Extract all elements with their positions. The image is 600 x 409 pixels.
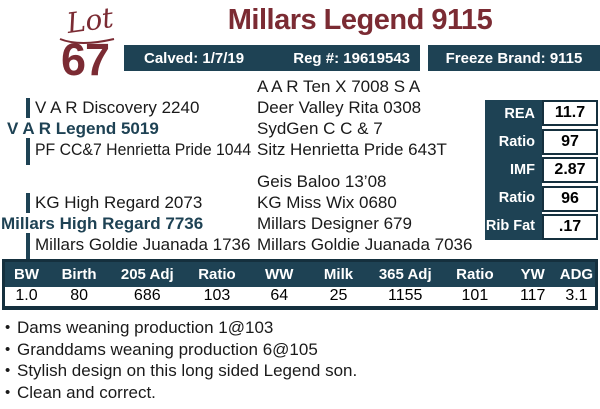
pedigree-bracket — [26, 138, 30, 165]
perf-column-header: 205 Adj — [110, 260, 185, 287]
stat-label: IMF — [510, 162, 535, 178]
perf-column-header: YW — [507, 260, 558, 287]
dam-of-sire: PF CC&7 Henrietta Pride 1044 — [35, 140, 252, 159]
stat-value: 97 — [542, 128, 598, 155]
performance-table: BW Birth 205 Adj Ratio WW Milk 365 Adj R… — [2, 259, 598, 310]
note-item: Granddams weaning production 6@105 — [4, 339, 357, 361]
animal-name-title: Millars Legend 9115 — [227, 4, 493, 36]
perf-value: 686 — [110, 286, 185, 308]
carcass-stats-values: 11.7 97 2.87 96 .17 — [542, 100, 598, 240]
sire-of-sire: V A R Discovery 2240 — [35, 98, 200, 117]
perf-value: 1.0 — [3, 286, 48, 308]
perf-value: 25 — [308, 286, 369, 308]
pedigree-bracket — [26, 98, 30, 118]
lot-underline-flourish — [59, 38, 115, 44]
sire-of-dam: KG High Regard 2073 — [35, 193, 203, 212]
perf-column-header: Ratio — [442, 260, 508, 287]
perf-column-header: BW — [3, 260, 48, 287]
freeze-brand: Freeze Brand: 9115 — [445, 49, 583, 67]
performance-header-row: BW Birth 205 Adj Ratio WW Milk 365 Adj R… — [3, 260, 597, 287]
pedigree-bracket — [26, 233, 30, 261]
perf-column-header: Birth — [47, 260, 111, 287]
perf-value: 1155 — [368, 286, 443, 308]
sire-ancestor: Sitz Henrietta Pride 643T — [257, 140, 447, 159]
stat-value: 2.87 — [542, 157, 598, 183]
dam-ancestor: Millars Goldie Juanada 7036 — [257, 235, 473, 254]
stat-label: Ratio — [498, 190, 535, 206]
stat-value: 96 — [542, 185, 598, 212]
note-item: Dams weaning production 1@103 — [4, 317, 357, 339]
performance-values-row: 1.0 80 686 103 64 25 1155 101 117 3.1 — [3, 286, 597, 308]
perf-value: 80 — [47, 286, 111, 308]
perf-column-header: ADG — [557, 260, 597, 287]
perf-column-header: WW — [249, 260, 309, 287]
note-item: Stylish design on this long sided Legend… — [4, 360, 357, 382]
sire-ancestor: SydGen C C & 7 — [257, 119, 383, 138]
dam-ancestor: KG Miss Wix 0680 — [257, 193, 397, 212]
stat-label: REA — [504, 106, 535, 122]
perf-value: 117 — [507, 286, 558, 308]
perf-value: 103 — [184, 286, 250, 308]
perf-value: 64 — [249, 286, 309, 308]
pedigree-bracket — [26, 193, 30, 213]
carcass-stats-labels: REA Ratio IMF Ratio Rib Fat — [485, 100, 542, 240]
dam-ancestor: Millars Designer 679 — [257, 214, 412, 233]
sire-name: V A R Legend 5019 — [7, 119, 159, 138]
note-item: Clean and correct. — [4, 382, 357, 404]
perf-column-header: 365 Adj — [368, 260, 443, 287]
sire-ancestor: Deer Valley Rita 0308 — [257, 98, 422, 117]
stat-label: Rib Fat — [485, 218, 535, 234]
info-bar-right: Freeze Brand: 9115 — [428, 45, 600, 71]
stat-label: Ratio — [498, 134, 535, 150]
calved-date: Calved: 1/7/19 — [144, 49, 245, 67]
carcass-stats-table: REA Ratio IMF Ratio Rib Fat 11.7 97 2.87… — [485, 100, 598, 240]
perf-value: 101 — [442, 286, 508, 308]
sire-ancestor: A A R Ten X 7008 S A — [257, 77, 421, 96]
stat-value: .17 — [542, 214, 598, 240]
lot-number: 67 — [60, 34, 110, 85]
info-bar-left: Calved: 1/7/19 Reg #: 19619543 — [124, 45, 420, 71]
dam-ancestor: Geis Baloo 13’08 — [257, 172, 387, 191]
perf-value: 3.1 — [557, 286, 597, 308]
perf-column-header: Milk — [308, 260, 369, 287]
perf-column-header: Ratio — [184, 260, 250, 287]
dam-of-dam: Millars Goldie Juanada 1736 — [35, 235, 251, 254]
notes-list: Dams weaning production 1@103 Granddams … — [4, 317, 357, 403]
registration-number: Reg #: 19619543 — [293, 49, 410, 67]
stat-value: 11.7 — [542, 100, 598, 126]
dam-name: Millars High Regard 7736 — [1, 214, 204, 233]
